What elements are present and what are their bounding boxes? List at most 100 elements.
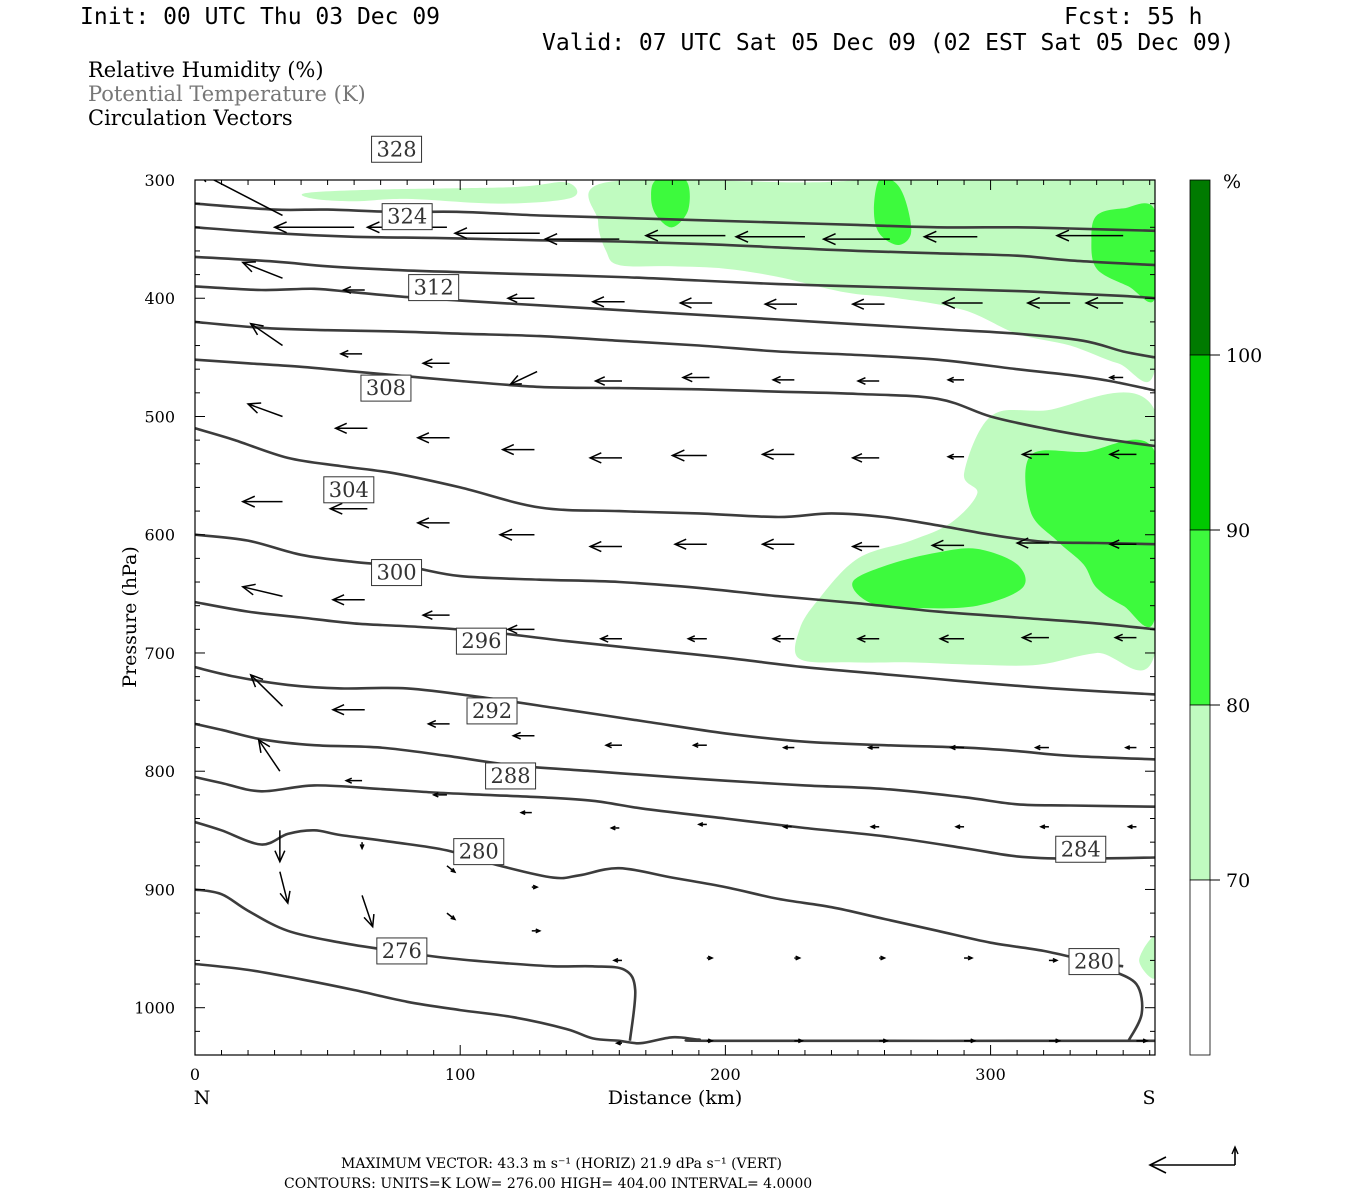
- theta-contour-13: [195, 255, 1155, 300]
- wind-vector: [771, 375, 795, 384]
- wind-vector: [850, 541, 880, 552]
- wind-vector: [794, 1038, 805, 1044]
- wind-vector: [446, 865, 457, 874]
- wind-vector: [850, 453, 880, 463]
- wind-vector: [272, 221, 355, 234]
- wind-vector: [531, 928, 542, 934]
- wind-vector: [339, 349, 363, 358]
- wind-vector: [421, 358, 450, 369]
- contour-label-288: 288: [485, 762, 537, 790]
- svg-text:284: 284: [1061, 837, 1101, 861]
- wind-vector: [344, 777, 363, 784]
- plot-frame: [194, 179, 1156, 1056]
- wind-vector: [506, 624, 535, 635]
- wind-vector: [930, 539, 965, 552]
- theta-contour-280: [1109, 968, 1144, 1042]
- colorbar-segment: [1189, 879, 1211, 1056]
- wind-vector: [415, 517, 450, 529]
- wind-vector: [706, 1038, 714, 1044]
- svg-text:280: 280: [1074, 950, 1114, 974]
- x-tick-label: 100: [445, 1065, 476, 1084]
- svg-text:324: 324: [387, 205, 427, 229]
- legend-theta: Potential Temperature (K): [88, 82, 366, 106]
- wind-vector: [453, 227, 540, 240]
- wind-vector: [946, 453, 965, 460]
- contour-label-292: 292: [466, 697, 518, 725]
- theta-contour-14: [195, 226, 1155, 267]
- wind-vector: [678, 297, 713, 309]
- wind-vector: [1039, 824, 1049, 830]
- y-tick-label: 800: [144, 762, 175, 781]
- wind-vector: [421, 610, 450, 620]
- colorbar-segment: [1189, 354, 1211, 531]
- wind-vector: [249, 322, 283, 347]
- wind-vector: [670, 449, 707, 462]
- legend-vectors: Circulation Vectors: [88, 106, 293, 130]
- reference-vector: [1148, 1145, 1239, 1174]
- wind-vector: [431, 792, 447, 798]
- y-tick-label: 500: [144, 407, 175, 426]
- wind-vector: [426, 719, 450, 728]
- y-tick-label: 600: [144, 526, 175, 545]
- wind-vector: [1033, 744, 1049, 751]
- colorbar-tick-label: 70: [1226, 870, 1250, 892]
- wind-vector: [331, 594, 365, 606]
- wind-vector: [964, 1038, 977, 1044]
- wind-vector: [609, 825, 620, 831]
- wind-vector: [1108, 539, 1137, 550]
- wind-vector: [511, 731, 535, 740]
- endpoint-north: N: [194, 1087, 211, 1109]
- wind-vector: [948, 744, 965, 751]
- wind-vector: [1136, 1038, 1149, 1044]
- svg-text:312: 312: [414, 276, 454, 300]
- theta-contour-296: [195, 665, 1155, 761]
- contour-label-328: 328: [371, 135, 423, 163]
- wind-vector: [781, 824, 792, 830]
- contour-label-324: 324: [381, 203, 433, 231]
- wind-vector: [856, 634, 880, 643]
- rh-region-80-7: [852, 548, 1026, 609]
- theta-contour-328: [195, 285, 1155, 359]
- wind-vector: [1020, 632, 1049, 643]
- wind-vector: [240, 495, 283, 508]
- theta-contour-292: [195, 722, 1155, 808]
- theta-contour-284: [195, 820, 1124, 968]
- wind-vector: [922, 230, 978, 243]
- wind-vector: [203, 180, 283, 217]
- wind-vector: [508, 370, 538, 385]
- theta-contour-312: [195, 358, 1155, 448]
- svg-text:288: 288: [491, 764, 531, 788]
- wind-vector: [531, 884, 539, 890]
- wind-vector: [359, 842, 365, 851]
- contour-label-layer: 276 280 280 284 288 292 296 300 304 308 312 324 328: [323, 135, 1120, 976]
- x-axis-label: Distance (km): [608, 1087, 743, 1109]
- wind-vector: [279, 871, 291, 905]
- rh-region-80-3: [873, 180, 912, 245]
- y-tick-label: 400: [144, 289, 175, 308]
- wind-vector: [604, 742, 622, 749]
- valid-time: Valid: 07 UTC Sat 05 Dec 09 (02 EST Sat …: [542, 30, 1235, 56]
- y-tick-label: 1000: [134, 999, 175, 1018]
- x-tick-label: 200: [710, 1065, 741, 1084]
- rh-region-70-1: [588, 180, 1155, 383]
- wind-vector: [361, 895, 375, 929]
- svg-text:300: 300: [377, 561, 417, 585]
- wind-vector: [1108, 449, 1137, 460]
- colorbar-unit: %: [1223, 171, 1241, 193]
- wind-vector: [257, 738, 281, 772]
- contour-label-312: 312: [408, 274, 460, 302]
- wind-vector: [946, 376, 965, 384]
- forecast-hour: Fcst: 55 h: [1064, 4, 1203, 30]
- wind-vector: [760, 448, 795, 461]
- contour-info: CONTOURS: UNITS=K LOW= 276.00 HIGH= 404.…: [284, 1176, 813, 1192]
- wind-vector: [941, 296, 983, 310]
- colorbar: 70 80 90 100: [1189, 179, 1262, 1056]
- theta-contour-15: [195, 202, 1155, 233]
- wind-vector: [333, 422, 368, 435]
- wind-vector: [673, 538, 707, 550]
- rh-region-70-0: [301, 182, 578, 204]
- wind-vector: [1084, 296, 1124, 310]
- init-time: Init: 00 UTC Thu 03 Dec 09: [80, 4, 441, 30]
- wind-vector: [506, 293, 535, 304]
- theta-contour-276: [195, 962, 1155, 1045]
